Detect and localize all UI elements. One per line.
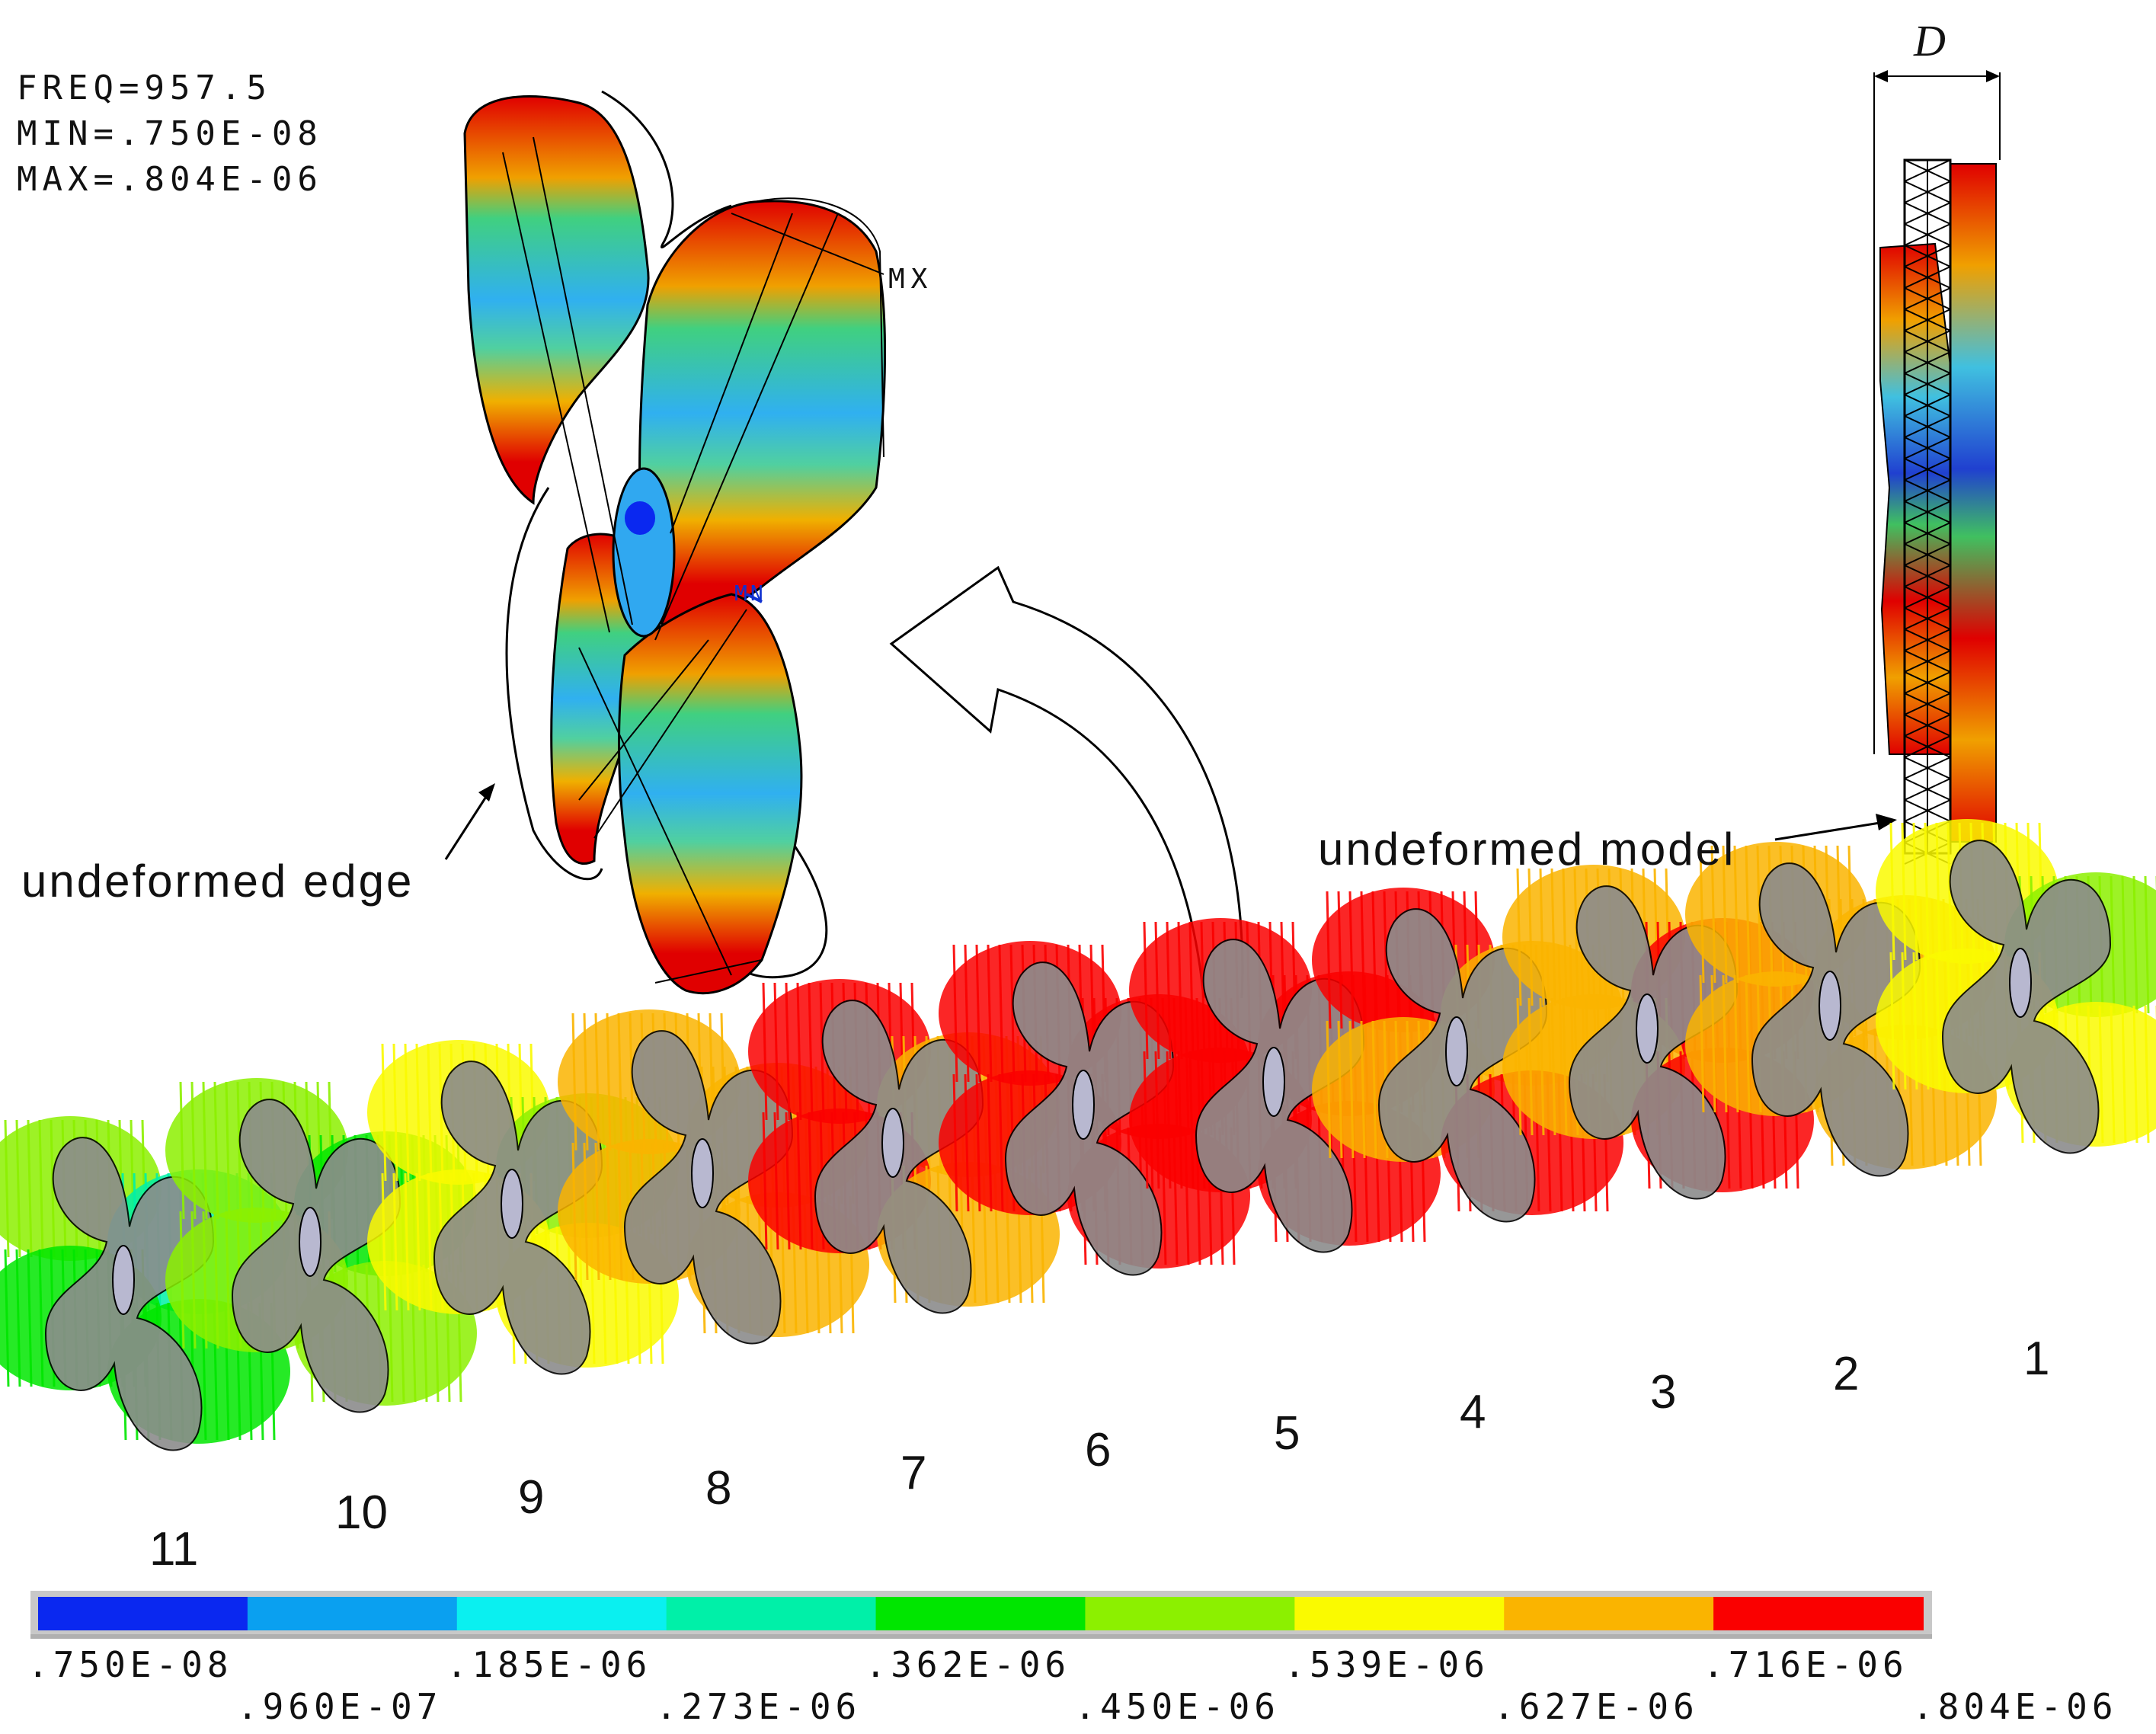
colorbar-segment	[247, 1597, 458, 1630]
colorbar	[38, 1597, 1924, 1630]
resonator-array	[0, 819, 2156, 1451]
resonator-number: 11	[149, 1523, 199, 1576]
dimension-label: D	[1914, 16, 1946, 66]
resonator-number: 1	[2023, 1332, 2050, 1385]
colorbar-segment	[1085, 1597, 1296, 1630]
resonator	[1876, 819, 2156, 1154]
min-marker: MN	[734, 581, 766, 606]
colorbar-tick-label: .362E-06	[865, 1644, 1071, 1685]
resonator-number: 6	[1085, 1424, 1112, 1476]
resonator-number: 4	[1460, 1386, 1486, 1438]
colorbar-tick-label: .804E-06	[1912, 1686, 2118, 1727]
deformed-mode-shape	[463, 90, 887, 995]
colorbar-segment	[1713, 1597, 1924, 1630]
colorbar-segment	[1294, 1597, 1505, 1630]
colorbar-tick-label: .960E-07	[236, 1686, 443, 1727]
colorbar-tick-label: .716E-06	[1703, 1644, 1908, 1685]
resonator-number: 9	[518, 1471, 545, 1524]
colorbar-segment	[456, 1597, 667, 1630]
resonator-number: 8	[705, 1462, 732, 1515]
frequency-readout: FREQ=957.5	[17, 69, 272, 107]
colorbar-tick-label: .627E-06	[1493, 1686, 1699, 1727]
colorbar-tick-label: .273E-06	[655, 1686, 862, 1727]
resonator-number: 7	[900, 1447, 927, 1499]
colorbar-segment	[38, 1597, 248, 1630]
min-readout: MIN=.750E-08	[17, 114, 323, 153]
side-view-model	[1774, 70, 2001, 865]
colorbar-tick-label: .539E-06	[1284, 1644, 1489, 1685]
colorbar-segment	[1504, 1597, 1715, 1630]
undeformed-edge-label: undeformed edge	[21, 856, 414, 907]
resonator-number: 10	[335, 1486, 388, 1539]
resonator-number: 3	[1650, 1366, 1677, 1419]
colorbar-segment	[875, 1597, 1086, 1630]
colorbar-tick-label: .450E-06	[1074, 1686, 1280, 1727]
max-marker: MX	[888, 264, 934, 295]
max-readout: MAX=.804E-06	[17, 160, 323, 199]
resonator-number: 2	[1833, 1348, 1860, 1400]
undeformed-mesh	[1904, 159, 1951, 865]
undeformed-model-label: undeformed model	[1318, 824, 1736, 875]
colorbar-tick-label: .185E-06	[446, 1644, 652, 1685]
colorbar-tick-label: .750E-08	[27, 1644, 233, 1685]
colorbar-segment	[666, 1597, 877, 1630]
resonator-number: 5	[1274, 1407, 1300, 1460]
